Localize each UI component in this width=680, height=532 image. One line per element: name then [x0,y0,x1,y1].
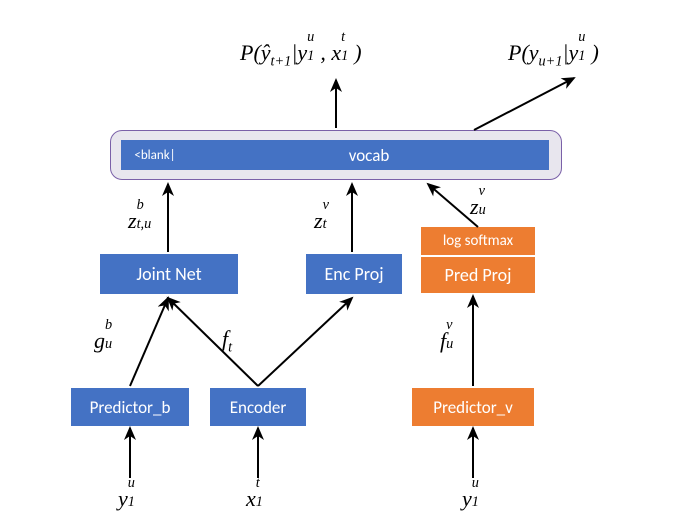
label-z-tv: zvt [314,206,336,234]
label-g-ub: gbu [94,326,118,354]
node-log-softmax: log softmax [421,227,535,255]
node-encoder: Encoder [210,388,306,426]
label-x1t: xt1 [246,484,269,512]
node-blank: <blank| [121,140,189,170]
label-out-left: P(ŷt+1|yu1, xt1) [240,38,362,70]
label-z-tub: zbt,u [128,206,150,234]
node-enc-proj: Enc Proj [306,254,402,294]
label-y1u-left: yu1 [118,484,141,512]
node-vocab: vocab [189,140,549,170]
label-f-uv: fvu [440,326,459,354]
node-predictor-b: Predictor_b [71,388,189,426]
node-joint-net: Joint Net [100,254,238,294]
label-f-t: ft [222,326,232,356]
node-predictor-v: Predictor_v [412,388,534,426]
node-pred-proj: Pred Proj [421,257,535,293]
label-out-right: P(yu+1|yu1) [508,38,599,70]
label-y1u-right: yu1 [462,484,485,512]
label-z-uv: zvu [470,192,492,220]
